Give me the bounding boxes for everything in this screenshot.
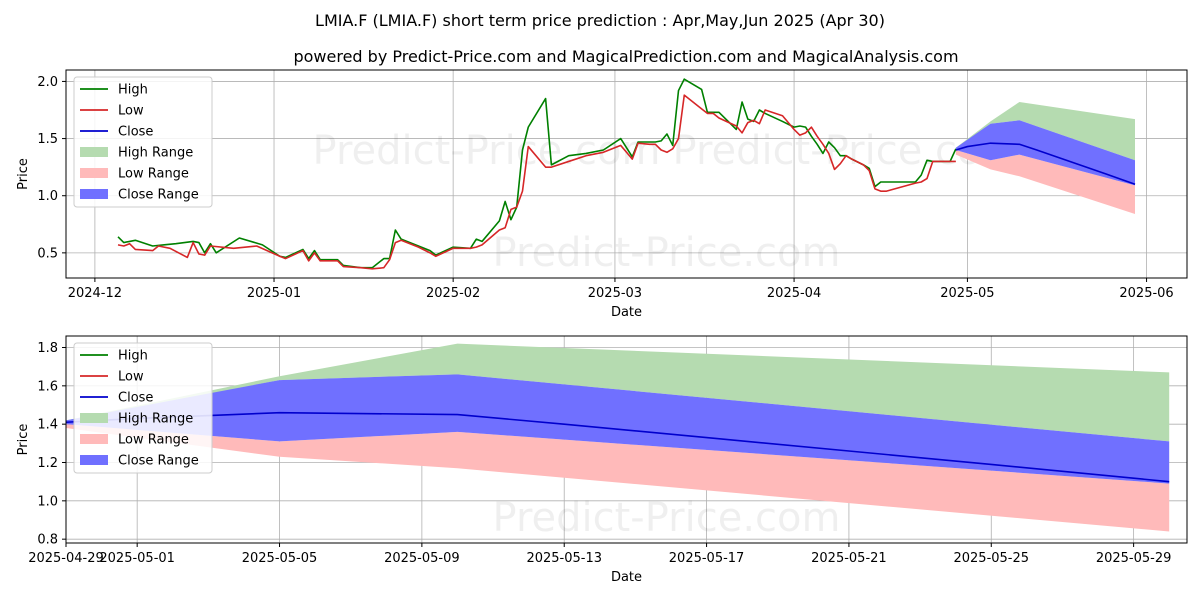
bottom-legend-label: High Range xyxy=(118,412,193,427)
bottom-ytick-label: 0.8 xyxy=(37,533,58,548)
top-legend-box xyxy=(73,76,213,208)
top-xtick-label: 2025-05 xyxy=(940,286,994,301)
bottom-low-range-band xyxy=(66,424,1170,532)
top-legend-label: High Range xyxy=(118,146,193,161)
top-low-line xyxy=(117,94,956,270)
bottom-ytick-label: 1.6 xyxy=(37,379,58,394)
bottom-ytick-label: 1.8 xyxy=(37,341,58,356)
top-legend-swatch-close-range xyxy=(80,189,108,199)
bottom-xtick-label: 2025-05-01 xyxy=(99,551,175,566)
top-low-range-band xyxy=(955,150,1135,214)
top-legend-swatch-low-range xyxy=(80,168,108,178)
bottom-xtick-label: 2025-05-13 xyxy=(526,551,602,566)
bottom-legend-swatch-high-range xyxy=(80,413,108,423)
bottom-legend-label: Close xyxy=(118,391,153,406)
top-high-line xyxy=(117,78,957,269)
bottom-legend-swatch-close-range xyxy=(80,455,108,465)
top-legend: High Low Close High Range Low Range Close Ran… xyxy=(73,76,213,208)
bottom-ytick-label: 1.0 xyxy=(37,494,58,509)
top-legend-label: High xyxy=(118,83,148,98)
bottom-xtick-label: 2025-05-05 xyxy=(242,551,318,566)
bottom-high-range-band xyxy=(66,343,1170,442)
bottom-plot-frame xyxy=(65,335,1188,544)
top-y-axis-label: Price xyxy=(16,158,31,190)
bottom-legend-box xyxy=(73,342,213,474)
chart-subtitle: powered by Predict-Price.com and Magical… xyxy=(293,47,958,66)
top-xtick-label: 2025-06 xyxy=(1119,286,1173,301)
top-legend-swatch-high-range xyxy=(80,147,108,157)
bottom-xtick-label: 2025-05-29 xyxy=(1096,551,1172,566)
top-legend-label: Close Range xyxy=(118,188,199,203)
bottom-legend-swatch-low-range xyxy=(80,434,108,444)
bottom-watermark: Predict-Price.com xyxy=(493,495,841,541)
bottom-forecast-panel: Predict-Price.comPredict-Price.comPredic… xyxy=(16,335,1188,585)
top-x-axis-label: Date xyxy=(611,305,642,320)
top-high-range-band xyxy=(955,102,1135,161)
bottom-legend-label: Low Range xyxy=(118,433,189,448)
bottom-xtick-label: 2025-05-25 xyxy=(953,551,1029,566)
bottom-xtick-label: 2025-05-09 xyxy=(384,551,460,566)
bottom-xtick-label: 2025-04-29 xyxy=(28,551,104,566)
top-xtick-label: 2024-12 xyxy=(68,286,122,301)
top-plot-frame xyxy=(65,69,1188,279)
top-ytick-label: 1.5 xyxy=(37,132,58,147)
bottom-legend-label: Close Range xyxy=(118,454,199,469)
bottom-legend-label: High xyxy=(118,349,148,364)
bottom-ytick-label: 1.4 xyxy=(37,418,58,433)
top-legend-label: Low xyxy=(118,104,144,119)
top-ytick-label: 1.0 xyxy=(37,189,58,204)
bottom-x-axis-label: Date xyxy=(611,570,642,585)
top-xtick-label: 2025-03 xyxy=(588,286,642,301)
top-watermark: Predict-Price.com xyxy=(493,230,841,276)
top-legend-label: Close xyxy=(118,125,153,140)
bottom-y-axis-label: Price xyxy=(16,424,31,456)
bottom-legend-label: Low xyxy=(118,370,144,385)
bottom-ytick-label: 1.2 xyxy=(37,456,58,471)
top-legend-label: Low Range xyxy=(118,167,189,182)
top-watermark: Predict-Price.com xyxy=(313,128,661,174)
top-ytick-label: 0.5 xyxy=(37,246,58,261)
bottom-legend: High Low Close High Range Low Range Close Ran… xyxy=(73,342,213,474)
top-xtick-label: 2025-04 xyxy=(767,286,821,301)
bottom-xtick-label: 2025-05-17 xyxy=(669,551,745,566)
top-xtick-label: 2025-01 xyxy=(247,286,301,301)
top-ytick-label: 2.0 xyxy=(37,75,58,90)
top-close-line xyxy=(955,142,1136,186)
top-xtick-label: 2025-02 xyxy=(426,286,480,301)
bottom-xtick-label: 2025-05-21 xyxy=(811,551,887,566)
top-price-panel: Predict-Price.com Predict-Price.comPredic… xyxy=(16,69,1188,320)
chart-title: LMIA.F (LMIA.F) short term price predict… xyxy=(315,11,885,30)
